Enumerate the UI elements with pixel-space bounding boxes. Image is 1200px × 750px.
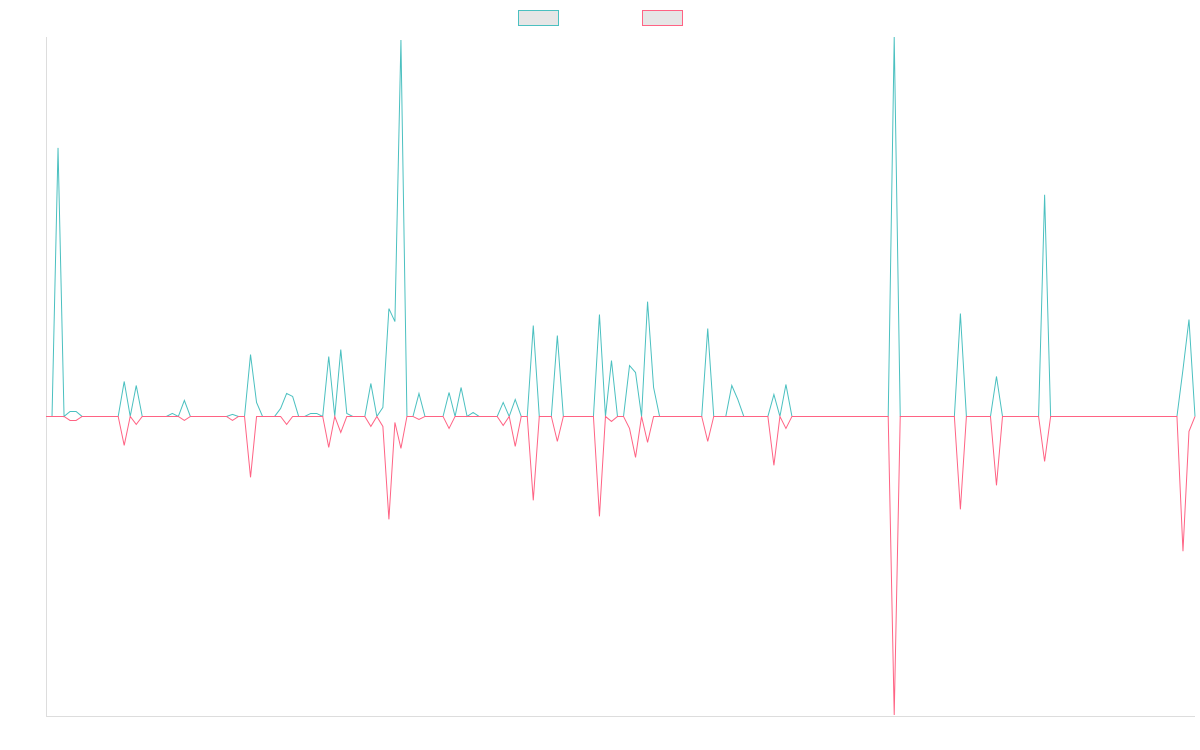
legend-swatch (642, 10, 683, 26)
series-line (46, 36, 1196, 418)
legend-swatch (518, 10, 559, 26)
series-line (46, 414, 1196, 716)
